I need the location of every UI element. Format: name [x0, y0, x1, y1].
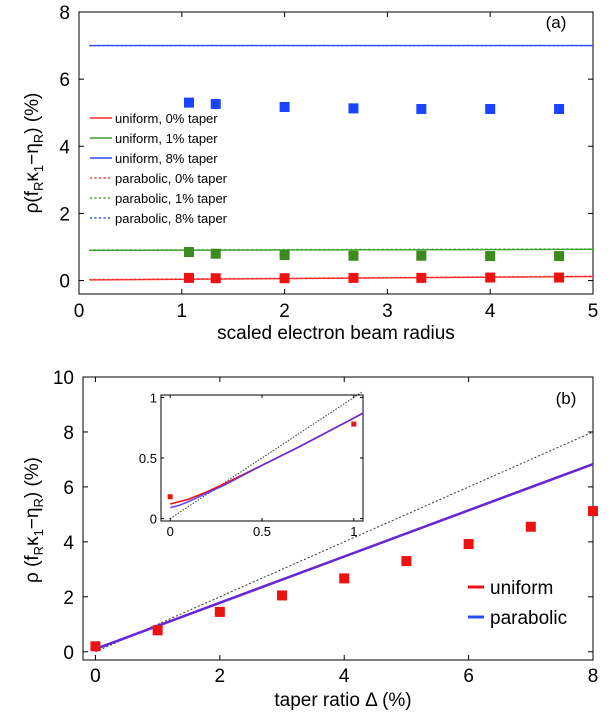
- inset-ticks: 0 0.5 1 0 0.5 1: [139, 390, 363, 539]
- inset-point: [167, 494, 173, 500]
- panel-a-ticks: 0 1 2 3 4 5 0 2 4 6 8: [59, 3, 598, 322]
- panel-b-legend-label: parabolic: [490, 608, 567, 629]
- panel-a-ytick-label: 4: [59, 137, 70, 158]
- panel-b-legend-label: uniform: [490, 578, 553, 599]
- panel-b-ylabel: ρ (fRκ1−ηR) (%): [22, 457, 46, 583]
- panel-a-point: [210, 98, 221, 109]
- panel-a-line-1: [89, 275, 594, 281]
- panel-a-point: [210, 248, 221, 259]
- inset-xtick-label: 0: [167, 524, 174, 539]
- panel-a-point: [348, 272, 359, 283]
- panel-a-lines: [89, 44, 594, 281]
- panel-a-point: [416, 250, 427, 261]
- panel-a-label: (a): [546, 13, 567, 32]
- panel-a-xtick-label: 2: [279, 301, 290, 322]
- panel-b-points: [90, 506, 598, 652]
- panel-b-frame: [82, 376, 594, 661]
- panel-a-ytick-label: 6: [59, 70, 70, 91]
- panel-a-ytick-label: 0: [59, 272, 70, 293]
- panel-b-xtick-label: 8: [588, 666, 599, 687]
- panel-b-point: [339, 573, 350, 584]
- inset-ytick-label: 0.5: [139, 451, 157, 466]
- panel-a-legend-label: parabolic, 0% taper: [115, 171, 228, 186]
- panel-a-legend-label: uniform, 0% taper: [115, 111, 218, 126]
- panel-b-ytick-label: 0: [63, 643, 74, 664]
- inset-lines: [169, 390, 364, 519]
- inset-xtick-label: 0.5: [253, 524, 271, 539]
- inset-ytick-label: 0: [150, 512, 157, 527]
- panel-a-xlabel: scaled electron beam radius: [217, 323, 455, 344]
- panel-b-ytick-label: 2: [63, 588, 74, 609]
- panel-a-ytick-label: 2: [59, 204, 70, 225]
- panel-a-ylabel: ρ(fRκ1−ηR) (%): [22, 93, 46, 214]
- inset-ytick-label: 1: [150, 390, 157, 405]
- panel-a-point: [183, 247, 194, 258]
- panel-b-lines: [95, 431, 594, 653]
- panel-a-xtick-label: 5: [588, 301, 599, 322]
- panel-a: 0 1 2 3 4 5 0 2 4 6 8 uniform, 0% taper uniform, 1%…: [22, 3, 598, 344]
- panel-b-xtick-label: 6: [463, 666, 474, 687]
- panel-a-point: [279, 273, 290, 284]
- inset-reference-line: [169, 390, 364, 519]
- panel-b-parabolic-line: [95, 462, 594, 651]
- panel-a-legend-label: uniform, 8% taper: [115, 151, 218, 166]
- panel-a-point: [416, 272, 427, 283]
- panel-a-ytick-label: 8: [59, 3, 70, 24]
- panel-b-point: [277, 590, 288, 601]
- panel-a-legend-label: parabolic, 8% taper: [115, 211, 228, 226]
- panel-a-point: [279, 102, 290, 113]
- panel-b-point: [401, 556, 412, 567]
- panel-b-reference-line: [95, 431, 594, 653]
- panel-b-point: [463, 539, 474, 550]
- panel-a-xtick-label: 0: [74, 301, 85, 322]
- panel-b-point: [90, 641, 101, 652]
- inset-point: [351, 421, 357, 427]
- panel-b-ytick-label: 10: [53, 368, 74, 389]
- panel-b-point: [214, 606, 225, 617]
- panel-a-points: [183, 97, 565, 284]
- panel-a-point: [485, 272, 496, 283]
- panel-b-ytick-label: 8: [63, 423, 74, 444]
- panel-b-xlabel: taper ratio Δ (%): [274, 690, 411, 711]
- panel-b-point: [588, 506, 598, 517]
- panel-a-point: [348, 103, 359, 114]
- inset-xtick-label: 1: [350, 524, 357, 539]
- panel-a-legend: uniform, 0% taper uniform, 1% taper unifor…: [90, 111, 228, 226]
- panel-a-point: [348, 250, 359, 261]
- panel-b-xtick-label: 2: [215, 666, 226, 687]
- panel-a-point: [554, 251, 565, 262]
- panel-b-xtick-label: 4: [339, 666, 350, 687]
- panel-b-legend: uniform parabolic: [468, 578, 567, 629]
- panel-a-point: [416, 104, 427, 115]
- panel-b-point: [525, 521, 536, 532]
- panel-b-label: (b): [556, 389, 577, 408]
- panel-a-xtick-label: 1: [177, 301, 188, 322]
- panel-b-inset: 0 0.5 1 0 0.5 1: [139, 390, 364, 539]
- panel-a-point: [554, 272, 565, 283]
- panel-a-point: [554, 104, 565, 115]
- panel-a-point: [279, 250, 290, 261]
- panel-b-ytick-label: 4: [63, 533, 74, 554]
- panel-a-point: [485, 104, 496, 115]
- panel-a-line-3: [89, 248, 594, 251]
- panel-b-ytick-label: 6: [63, 478, 74, 499]
- panel-b-point: [152, 625, 163, 636]
- panel-a-frame: [78, 11, 594, 295]
- panel-a-legend-label: uniform, 1% taper: [115, 131, 218, 146]
- panel-a-xtick-label: 4: [485, 301, 496, 322]
- panel-a-xtick-label: 3: [382, 301, 393, 322]
- inset-parabolic-line: [169, 412, 364, 509]
- inset-frame: [160, 394, 364, 522]
- panel-a-legend-label: parabolic, 1% taper: [115, 191, 228, 206]
- panel-b-xtick-label: 0: [90, 666, 101, 687]
- inset-points: [167, 421, 357, 500]
- panel-a-point: [183, 272, 194, 283]
- panel-a-point: [210, 273, 221, 284]
- panel-a-point: [485, 251, 496, 262]
- panel-a-point: [183, 97, 194, 108]
